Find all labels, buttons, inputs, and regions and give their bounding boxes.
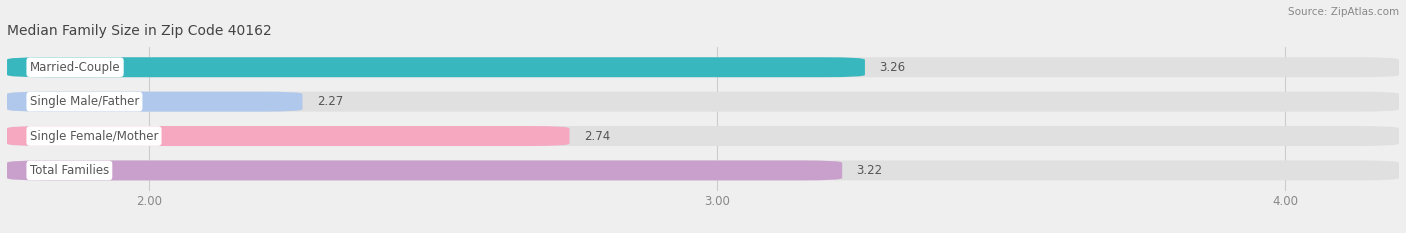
FancyBboxPatch shape bbox=[7, 161, 842, 180]
Text: Source: ZipAtlas.com: Source: ZipAtlas.com bbox=[1288, 7, 1399, 17]
Text: Median Family Size in Zip Code 40162: Median Family Size in Zip Code 40162 bbox=[7, 24, 271, 38]
FancyBboxPatch shape bbox=[7, 161, 1399, 180]
Text: Married-Couple: Married-Couple bbox=[30, 61, 121, 74]
Text: Total Families: Total Families bbox=[30, 164, 110, 177]
Text: 3.26: 3.26 bbox=[879, 61, 905, 74]
FancyBboxPatch shape bbox=[7, 57, 1399, 77]
FancyBboxPatch shape bbox=[7, 92, 302, 112]
Text: 2.74: 2.74 bbox=[583, 130, 610, 143]
Text: 3.22: 3.22 bbox=[856, 164, 883, 177]
Text: Single Male/Father: Single Male/Father bbox=[30, 95, 139, 108]
FancyBboxPatch shape bbox=[7, 126, 569, 146]
Text: 2.27: 2.27 bbox=[316, 95, 343, 108]
FancyBboxPatch shape bbox=[7, 92, 1399, 112]
FancyBboxPatch shape bbox=[7, 126, 1399, 146]
FancyBboxPatch shape bbox=[7, 57, 865, 77]
Text: Single Female/Mother: Single Female/Mother bbox=[30, 130, 159, 143]
